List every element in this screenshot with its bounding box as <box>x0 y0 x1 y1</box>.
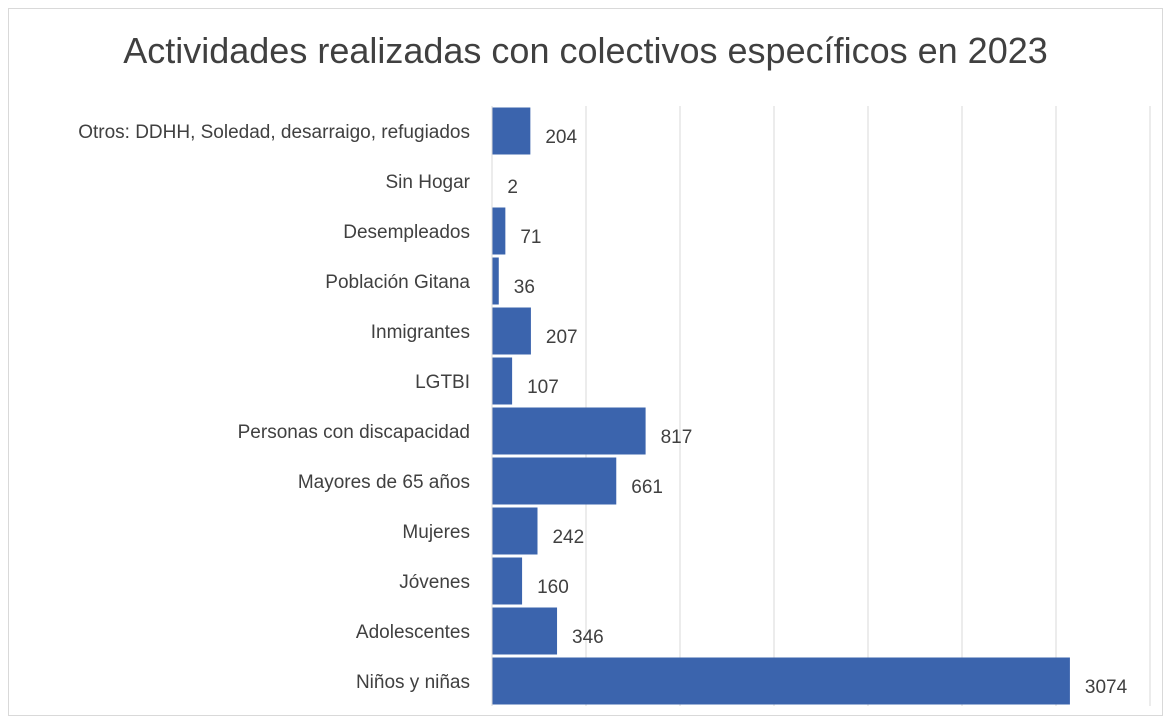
data-label: 346 <box>572 627 604 648</box>
data-label: 160 <box>537 577 569 598</box>
data-label: 3074 <box>1085 677 1128 698</box>
data-label: 817 <box>661 427 693 448</box>
data-label: 36 <box>514 277 535 298</box>
bar <box>492 207 506 255</box>
category-label: LGTBI <box>415 372 470 393</box>
category-label: Personas con discapacidad <box>238 422 470 443</box>
bar <box>492 657 1070 705</box>
data-label: 661 <box>631 477 663 498</box>
bars <box>492 107 1070 705</box>
bar <box>492 407 646 455</box>
category-label: Otros: DDHH, Soledad, desarraigo, refugi… <box>78 122 470 143</box>
category-label: Desempleados <box>343 222 470 243</box>
category-label: Adolescentes <box>356 622 470 643</box>
category-label: Jóvenes <box>399 572 470 593</box>
gridlines <box>585 106 1151 706</box>
category-labels: Otros: DDHH, Soledad, desarraigo, refugi… <box>78 122 470 693</box>
data-label: 242 <box>552 527 584 548</box>
data-label: 207 <box>546 327 578 348</box>
bar <box>492 307 531 355</box>
bar <box>492 257 499 305</box>
bar <box>492 107 531 155</box>
bar <box>492 607 558 655</box>
bar <box>492 557 523 605</box>
data-label: 107 <box>527 377 559 398</box>
data-label: 204 <box>545 127 577 148</box>
bar <box>492 507 538 555</box>
category-label: Mujeres <box>402 522 470 543</box>
data-label: 2 <box>507 177 518 198</box>
category-label: Niños y niñas <box>356 672 470 693</box>
chart-title: Actividades realizadas con colectivos es… <box>123 30 1048 71</box>
bar <box>492 457 617 505</box>
data-label: 71 <box>520 227 541 248</box>
category-label: Población Gitana <box>325 272 470 293</box>
category-label: Sin Hogar <box>386 172 471 193</box>
bar <box>492 357 513 405</box>
category-label: Inmigrantes <box>371 322 470 343</box>
category-label: Mayores de 65 años <box>298 472 470 493</box>
value-labels: 204 2 71 36 207 107 817 661 242 160 346 3074 <box>507 127 1127 698</box>
